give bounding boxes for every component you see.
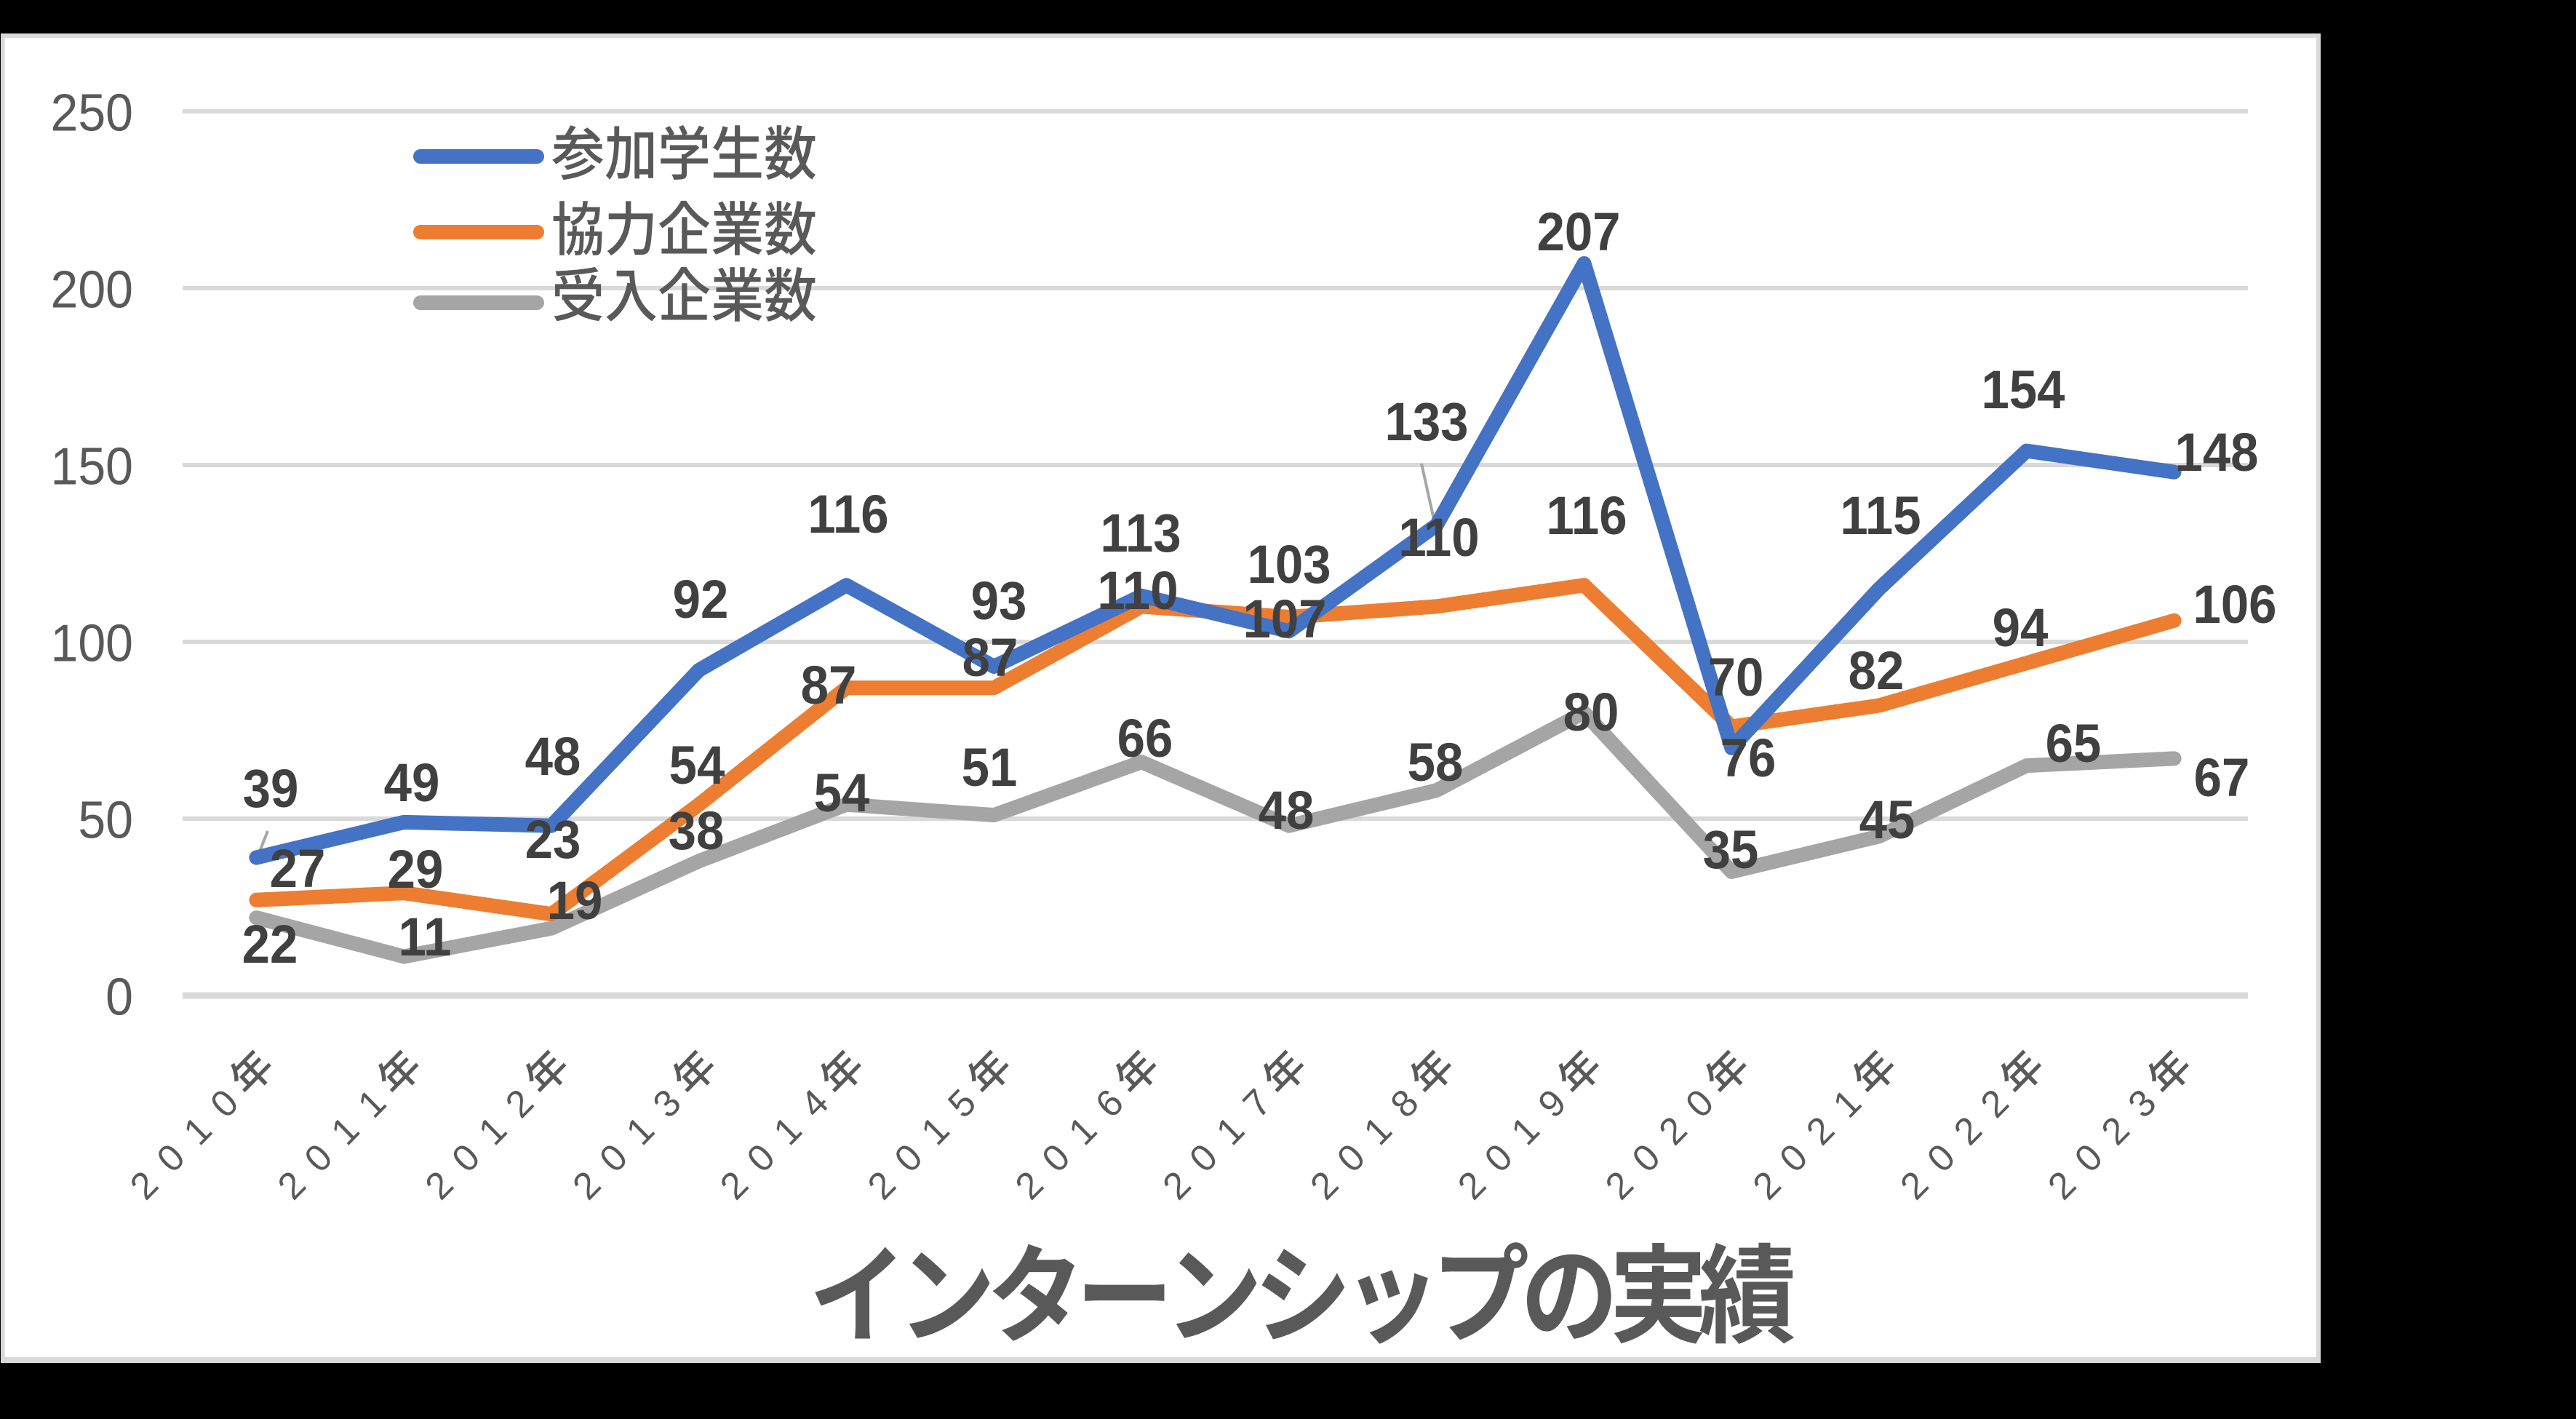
svg-text:39: 39 bbox=[243, 759, 299, 819]
svg-text:58: 58 bbox=[1408, 733, 1464, 793]
svg-text:113: 113 bbox=[1100, 504, 1181, 564]
svg-text:51: 51 bbox=[962, 738, 1018, 798]
svg-text:100: 100 bbox=[51, 613, 133, 672]
svg-text:200: 200 bbox=[51, 259, 133, 319]
svg-text:66: 66 bbox=[1117, 709, 1173, 769]
svg-text:250: 250 bbox=[51, 82, 133, 142]
svg-text:80: 80 bbox=[1563, 683, 1619, 743]
svg-text:148: 148 bbox=[2174, 423, 2258, 483]
svg-text:82: 82 bbox=[1849, 641, 1905, 701]
svg-text:48: 48 bbox=[525, 727, 581, 787]
svg-text:207: 207 bbox=[1536, 202, 1620, 263]
svg-text:45: 45 bbox=[1859, 790, 1915, 851]
svg-text:22: 22 bbox=[242, 915, 298, 975]
svg-text:110: 110 bbox=[1398, 508, 1479, 568]
svg-text:49: 49 bbox=[384, 753, 440, 814]
svg-text:50: 50 bbox=[78, 790, 133, 849]
svg-text:116: 116 bbox=[1546, 486, 1627, 546]
svg-text:23: 23 bbox=[525, 810, 581, 870]
svg-text:150: 150 bbox=[51, 436, 133, 496]
svg-text:107: 107 bbox=[1243, 589, 1326, 650]
svg-text:54: 54 bbox=[814, 763, 870, 824]
svg-text:87: 87 bbox=[801, 656, 857, 716]
svg-text:94: 94 bbox=[1993, 598, 2049, 659]
svg-text:133: 133 bbox=[1384, 392, 1468, 453]
svg-text:65: 65 bbox=[2046, 714, 2102, 774]
svg-text:67: 67 bbox=[2194, 748, 2250, 808]
svg-text:116: 116 bbox=[808, 485, 888, 545]
svg-text:76: 76 bbox=[1720, 728, 1777, 789]
svg-text:27: 27 bbox=[270, 839, 326, 899]
svg-text:103: 103 bbox=[1247, 535, 1331, 595]
svg-text:110: 110 bbox=[1097, 561, 1178, 621]
svg-text:29: 29 bbox=[388, 840, 444, 900]
svg-text:70: 70 bbox=[1708, 648, 1764, 708]
svg-text:54: 54 bbox=[669, 736, 725, 796]
svg-text:38: 38 bbox=[669, 801, 725, 862]
svg-text:106: 106 bbox=[2193, 575, 2276, 635]
svg-text:92: 92 bbox=[673, 570, 729, 630]
svg-text:0: 0 bbox=[105, 966, 133, 1026]
svg-text:115: 115 bbox=[1840, 486, 1921, 546]
svg-text:87: 87 bbox=[962, 628, 1018, 688]
svg-text:19: 19 bbox=[547, 871, 603, 931]
svg-text:93: 93 bbox=[971, 571, 1027, 632]
svg-text:48: 48 bbox=[1259, 781, 1315, 841]
svg-text:11: 11 bbox=[399, 907, 452, 968]
svg-text:35: 35 bbox=[1703, 820, 1759, 881]
svg-text:154: 154 bbox=[1981, 360, 2065, 421]
